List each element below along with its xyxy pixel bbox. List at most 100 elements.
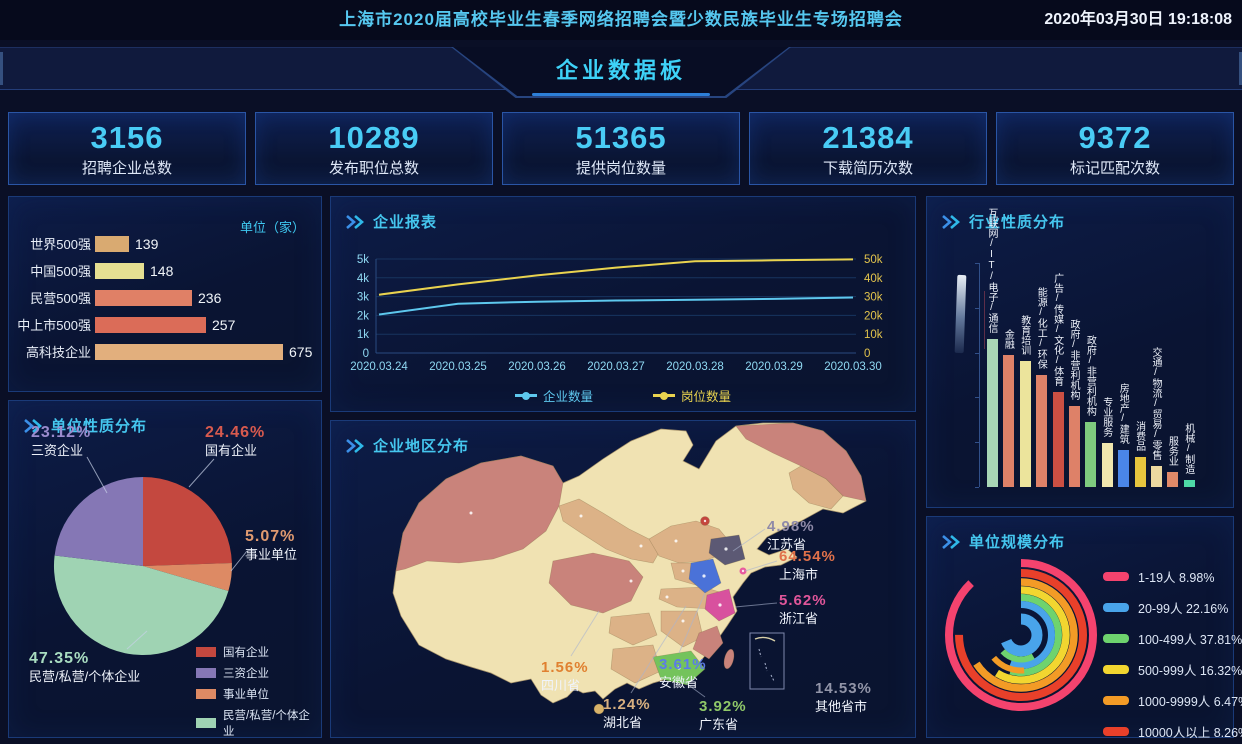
industry-bar[interactable] (1101, 442, 1113, 487)
double-chevron-icon (346, 438, 364, 453)
panel-industry: 行业性质分布 互联网/IT/电子/通信 金融 教育培训 能源/化工/环保 广告/传媒/文… (926, 196, 1234, 508)
scale-legend-item[interactable]: 10000人以上 8.26% (1103, 722, 1242, 741)
scale-ring[interactable] (987, 601, 1055, 669)
panel-region: 企业地区分布 (330, 420, 916, 738)
industry-bar-label: 广告/传媒/文化/体育 (1051, 273, 1063, 387)
industry-bar[interactable] (1118, 450, 1130, 487)
map-region-label: 14.53% 其他省市 (815, 680, 872, 714)
banner-edge-right (1239, 52, 1242, 85)
pie-label-state: 24.46% 国有企业 (205, 424, 266, 458)
scale-ring[interactable] (999, 613, 1043, 657)
pie-label-sanzi: 23.12% 三资企业 (31, 424, 92, 458)
stat-card-matches: 9372 标记匹配次数 (996, 112, 1234, 185)
industry-bar[interactable] (1036, 374, 1048, 487)
province-hunan (660, 610, 704, 648)
map-region-label: 4.98% 江苏省 (767, 518, 815, 552)
scale-legend-item[interactable]: 500-999人 16.32% (1103, 660, 1242, 679)
svg-text:5k: 5k (357, 254, 369, 266)
pie-legend-item[interactable]: 事业单位 (196, 686, 321, 702)
unit-axis-label: 单位（家） (239, 220, 305, 235)
pie-slice[interactable] (54, 477, 143, 566)
unit-bar-row[interactable]: 中上市500强 257 (17, 316, 236, 333)
svg-text:0: 0 (864, 348, 870, 360)
scale-ring[interactable] (964, 578, 1078, 692)
pie-legend-item[interactable]: 三资企业 (196, 665, 321, 681)
unit-bar-row[interactable]: 中国500强 148 (30, 262, 174, 279)
legend-swatch (196, 647, 216, 657)
industry-bar-label: 金融 (1002, 329, 1014, 350)
page-title: 上海市2020届高校毕业生春季网络招聘会暨少数民族毕业生专场招聘会 (339, 10, 903, 29)
legend-item-jobs[interactable]: 岗位数量 (653, 386, 731, 405)
bar (95, 262, 144, 279)
line-series[interactable] (378, 258, 854, 296)
stat-label: 发布职位总数 (328, 160, 419, 177)
legend-swatch (196, 718, 216, 728)
unit-bar-row[interactable]: 世界500强 139 (30, 235, 159, 252)
industry-bar[interactable] (1085, 421, 1097, 487)
industry-bar[interactable] (1003, 355, 1015, 487)
panel-title: 单位性质分布 (51, 418, 148, 435)
svg-text:1k: 1k (357, 329, 369, 341)
china-map (392, 422, 867, 715)
scale-legend-item[interactable]: 100-499人 37.81% (1103, 629, 1242, 648)
banner-trapezoid: 企业数据板 (451, 47, 791, 98)
legend-swatch (1103, 634, 1129, 643)
line-series[interactable] (378, 296, 854, 316)
legend-item-companies[interactable]: 企业数量 (514, 386, 593, 405)
industry-bar[interactable] (1019, 361, 1031, 487)
province-taiwan (723, 648, 735, 670)
industry-bar-label: 教育培训 (1018, 315, 1030, 356)
panel-title: 企业报表 (373, 214, 438, 231)
svg-text:2020.03.29: 2020.03.29 (745, 361, 803, 373)
stat-value: 51365 (575, 120, 667, 155)
legend-swatch (1103, 727, 1129, 736)
panel-unit-nature: 单位性质分布 23.12% 三资企业 24.46% 国有企业 5.07% 事业单… (8, 400, 322, 738)
industry-bar-label: 消费品 (1133, 421, 1145, 452)
pie-label-private: 47.35% 民营/私营/个体企业 (29, 650, 141, 684)
scale-ring[interactable] (955, 569, 1087, 701)
pie-slice[interactable] (143, 563, 232, 591)
line-legend: 企业数量 岗位数量 (331, 386, 915, 405)
industry-bar[interactable] (1183, 479, 1195, 487)
unit-bar-row[interactable]: 高科技企业 675 (25, 343, 313, 360)
scale-ring[interactable] (982, 596, 1060, 674)
pie-label-public: 5.07% 事业单位 (245, 528, 298, 562)
legend-swatch (1103, 603, 1129, 612)
panel-title: 单位规模分布 (969, 534, 1066, 551)
scale-legend-item[interactable]: 20-99人 22.16% (1103, 598, 1242, 617)
stat-value: 3156 (90, 120, 164, 155)
scale-ring[interactable] (972, 586, 1070, 684)
industry-bar-label: 能源/化工/环保 (1035, 286, 1047, 369)
svg-text:30k: 30k (864, 292, 883, 304)
industry-bar-label: 政府/非营利机构 (1084, 334, 1096, 416)
pie-slice[interactable] (143, 477, 232, 566)
scale-ring[interactable] (945, 559, 1097, 711)
board-title: 企业数据板 (555, 58, 686, 83)
svg-text:0: 0 (363, 348, 369, 360)
map-region-label: 3.92% 广东省 (699, 698, 747, 732)
unit-bar-row[interactable]: 民营500强 236 (30, 289, 222, 306)
industry-bar[interactable] (1069, 405, 1080, 487)
visualmap-slider[interactable] (954, 274, 967, 354)
pie-slice[interactable] (53, 555, 229, 656)
stat-card-jobs: 51365 提供岗位数量 (502, 112, 740, 185)
industry-bar[interactable] (1151, 466, 1162, 487)
pie-legend-item[interactable]: 民营/私营/个体企业 (196, 707, 321, 739)
scale-ring[interactable] (988, 602, 1055, 669)
province-gansu (558, 498, 662, 564)
industry-bar[interactable] (1052, 392, 1064, 487)
industry-bar-label: 交通/物流/贸易/零售 (1150, 347, 1161, 461)
industry-bar[interactable] (1134, 457, 1146, 487)
scale-legend-item[interactable]: 1000-9999人 6.47% (1103, 691, 1242, 710)
svg-text:2020.03.28: 2020.03.28 (666, 361, 724, 373)
industry-bar[interactable] (1167, 472, 1179, 487)
bar (95, 289, 192, 306)
panel-title: 行业性质分布 (969, 214, 1066, 231)
scale-legend-item[interactable]: 1-19人 8.98% (1103, 567, 1242, 586)
industry-bar[interactable] (987, 339, 998, 487)
province-jilin (788, 465, 844, 510)
report-line-chart: 0 0 1k 10k 2k 20k 3k 30k 4k 40k 5k 50k 2020.03.24 202… (350, 254, 883, 373)
map-region-label: 64.54% 上海市 (779, 548, 836, 582)
pie-legend-item[interactable]: 国有企业 (196, 644, 321, 660)
